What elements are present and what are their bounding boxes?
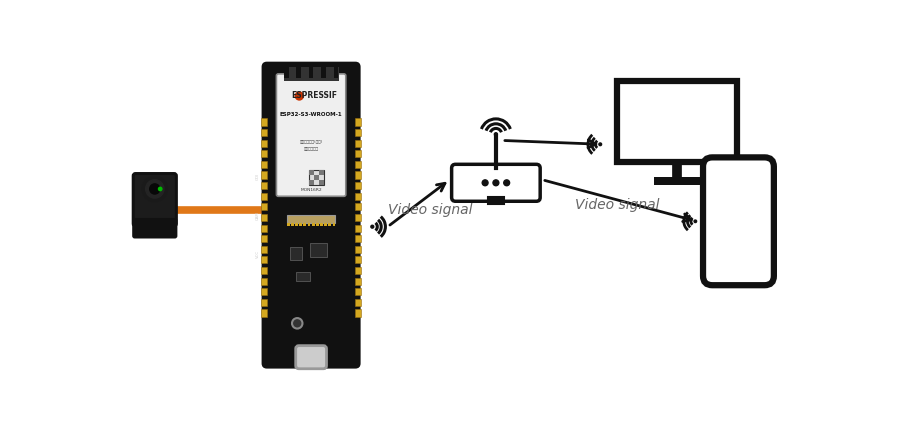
FancyBboxPatch shape: [261, 193, 266, 200]
FancyBboxPatch shape: [356, 256, 361, 263]
Text: VCC: VCC: [256, 250, 259, 258]
Circle shape: [142, 176, 167, 201]
FancyBboxPatch shape: [356, 309, 361, 317]
FancyBboxPatch shape: [261, 235, 266, 242]
FancyBboxPatch shape: [310, 243, 328, 257]
Circle shape: [493, 180, 499, 186]
FancyBboxPatch shape: [303, 223, 306, 226]
FancyBboxPatch shape: [296, 272, 310, 281]
FancyBboxPatch shape: [356, 214, 361, 221]
FancyBboxPatch shape: [133, 219, 176, 237]
FancyBboxPatch shape: [356, 129, 361, 136]
FancyBboxPatch shape: [316, 223, 319, 226]
Circle shape: [149, 184, 160, 194]
FancyBboxPatch shape: [261, 256, 266, 263]
FancyBboxPatch shape: [356, 118, 361, 126]
FancyBboxPatch shape: [617, 81, 736, 161]
Circle shape: [694, 220, 697, 222]
FancyBboxPatch shape: [261, 118, 266, 126]
Text: ESPRESSIF: ESPRESSIF: [292, 92, 338, 101]
Text: Video signal: Video signal: [575, 198, 660, 212]
FancyBboxPatch shape: [261, 129, 266, 136]
Circle shape: [598, 143, 601, 146]
Text: Video signal: Video signal: [388, 203, 472, 217]
Circle shape: [146, 180, 164, 198]
FancyBboxPatch shape: [356, 182, 361, 189]
FancyBboxPatch shape: [321, 67, 326, 78]
FancyBboxPatch shape: [261, 182, 266, 189]
FancyBboxPatch shape: [328, 223, 331, 226]
Text: GDI: GDI: [256, 173, 259, 180]
FancyBboxPatch shape: [261, 140, 266, 147]
FancyBboxPatch shape: [320, 223, 323, 226]
Circle shape: [158, 187, 162, 191]
FancyBboxPatch shape: [261, 246, 266, 253]
Text: CAM: CAM: [256, 211, 259, 219]
FancyBboxPatch shape: [356, 193, 361, 200]
FancyBboxPatch shape: [356, 172, 361, 178]
FancyBboxPatch shape: [332, 223, 336, 226]
FancyBboxPatch shape: [309, 170, 314, 175]
FancyBboxPatch shape: [488, 197, 504, 204]
FancyBboxPatch shape: [309, 67, 313, 78]
Circle shape: [482, 180, 488, 186]
FancyBboxPatch shape: [308, 223, 310, 226]
Circle shape: [494, 133, 498, 136]
FancyBboxPatch shape: [300, 223, 302, 226]
FancyBboxPatch shape: [263, 63, 359, 367]
FancyBboxPatch shape: [261, 267, 266, 274]
FancyBboxPatch shape: [356, 267, 361, 274]
FancyBboxPatch shape: [309, 180, 314, 185]
FancyBboxPatch shape: [653, 177, 700, 185]
FancyBboxPatch shape: [261, 203, 266, 210]
FancyBboxPatch shape: [261, 172, 266, 178]
FancyBboxPatch shape: [309, 170, 324, 185]
FancyBboxPatch shape: [290, 248, 302, 260]
FancyBboxPatch shape: [284, 67, 289, 78]
Circle shape: [504, 180, 509, 186]
Circle shape: [292, 318, 302, 328]
FancyBboxPatch shape: [276, 74, 346, 196]
FancyBboxPatch shape: [261, 299, 266, 306]
FancyBboxPatch shape: [356, 225, 361, 232]
FancyBboxPatch shape: [261, 150, 266, 157]
FancyBboxPatch shape: [261, 225, 266, 232]
FancyBboxPatch shape: [319, 170, 324, 175]
FancyBboxPatch shape: [356, 203, 361, 210]
FancyBboxPatch shape: [319, 180, 324, 185]
FancyBboxPatch shape: [295, 223, 298, 226]
Text: 乐鑫信息科技(上海): 乐鑫信息科技(上海): [300, 139, 323, 143]
Circle shape: [295, 92, 303, 100]
FancyBboxPatch shape: [261, 161, 266, 168]
FancyBboxPatch shape: [261, 288, 266, 295]
FancyBboxPatch shape: [452, 164, 540, 201]
FancyBboxPatch shape: [356, 278, 361, 285]
FancyBboxPatch shape: [291, 223, 293, 226]
FancyBboxPatch shape: [314, 175, 319, 180]
FancyBboxPatch shape: [284, 67, 338, 81]
FancyBboxPatch shape: [356, 246, 361, 253]
FancyBboxPatch shape: [287, 215, 336, 223]
FancyBboxPatch shape: [296, 67, 301, 78]
Text: ESP32-S3-WROOM-1: ESP32-S3-WROOM-1: [280, 112, 342, 118]
FancyBboxPatch shape: [356, 161, 361, 168]
FancyBboxPatch shape: [296, 345, 327, 369]
FancyBboxPatch shape: [703, 157, 774, 285]
FancyBboxPatch shape: [356, 288, 361, 295]
FancyBboxPatch shape: [324, 223, 327, 226]
FancyBboxPatch shape: [287, 223, 290, 226]
FancyBboxPatch shape: [334, 67, 338, 78]
FancyBboxPatch shape: [356, 140, 361, 147]
FancyBboxPatch shape: [311, 223, 315, 226]
Text: 股份有限公司: 股份有限公司: [303, 147, 319, 151]
FancyBboxPatch shape: [356, 235, 361, 242]
FancyBboxPatch shape: [261, 309, 266, 317]
FancyBboxPatch shape: [261, 278, 266, 285]
Circle shape: [371, 225, 373, 228]
FancyBboxPatch shape: [356, 299, 361, 306]
Text: MON16R2: MON16R2: [301, 187, 322, 192]
FancyBboxPatch shape: [133, 173, 176, 226]
FancyBboxPatch shape: [261, 214, 266, 221]
FancyBboxPatch shape: [356, 150, 361, 157]
